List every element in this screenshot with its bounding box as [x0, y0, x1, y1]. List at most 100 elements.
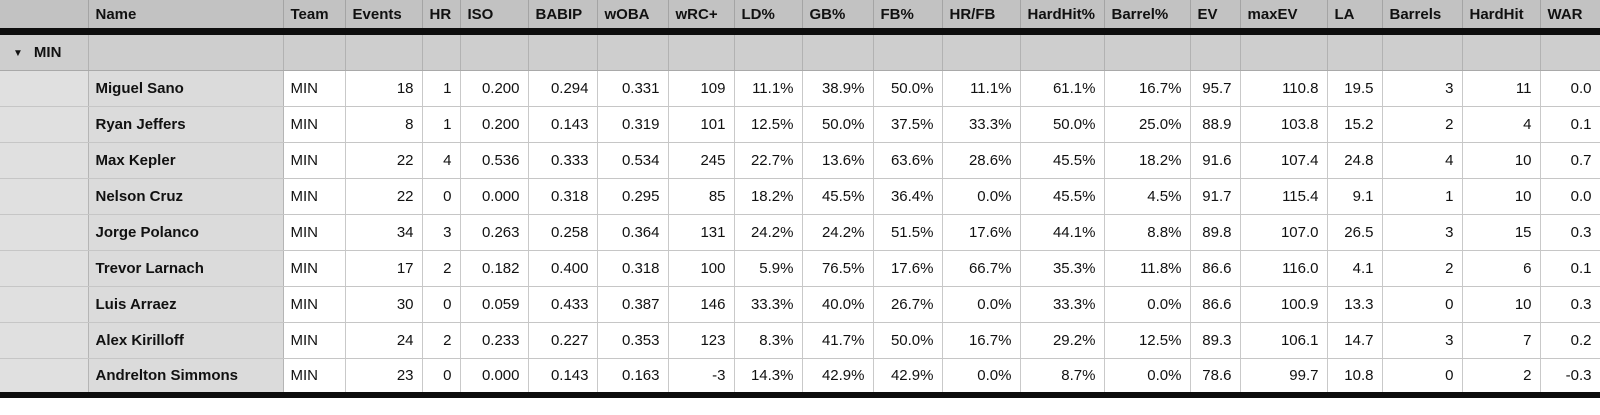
- stat-hrfb-cell: 17.6%: [942, 214, 1021, 251]
- column-header-events[interactable]: Events: [345, 0, 423, 32]
- stat-value: 0.0%: [977, 366, 1012, 384]
- player-name-cell[interactable]: Luis Arraez: [88, 286, 284, 323]
- column-header-ev[interactable]: EV: [1190, 0, 1241, 32]
- column-header-gbpct[interactable]: GB%: [802, 0, 874, 32]
- stat-fbpct-cell: 42.9%: [873, 358, 943, 395]
- stat-value: 4: [1445, 152, 1454, 169]
- column-header-ldpct[interactable]: LD%: [734, 0, 803, 32]
- stat-value: 10.8: [1344, 366, 1374, 384]
- stat-hrfb-cell: 28.6%: [942, 142, 1021, 179]
- stat-gbpct-cell: 38.9%: [802, 70, 874, 107]
- player-name-cell[interactable]: Trevor Larnach: [88, 250, 284, 287]
- stat-wrcplus-cell: 131: [668, 214, 735, 251]
- stat-war-cell: 0.0: [1540, 178, 1600, 215]
- row-handle-cell: [0, 358, 89, 395]
- header-row: Name Team Events HR ISO BABIP wOBA wRC+ LD% GB% FB…: [0, 0, 1600, 32]
- stat-maxev-cell: 107.4: [1240, 142, 1328, 179]
- stat-ev-cell: 86.6: [1190, 286, 1241, 323]
- stat-iso-cell: 0.200: [460, 106, 529, 143]
- column-header-hardhitpct[interactable]: HardHit%: [1020, 0, 1105, 32]
- stat-hardhitpct-cell: 45.5%: [1020, 178, 1105, 215]
- player-name-cell[interactable]: Nelson Cruz: [88, 178, 284, 215]
- stat-events-cell: 17: [345, 250, 423, 287]
- stat-value: 17.6%: [968, 224, 1012, 241]
- stat-barrelpct-cell: 18.2%: [1104, 142, 1191, 179]
- stat-value: 11.8%: [1140, 260, 1182, 277]
- stat-la-cell: 9.1: [1327, 178, 1383, 215]
- stat-value: MIN: [290, 188, 319, 205]
- column-header-babip[interactable]: BABIP: [528, 0, 598, 32]
- stat-wrcplus-cell: 146: [668, 286, 735, 323]
- stat-fbpct-cell: 50.0%: [873, 70, 943, 107]
- column-header-barrels[interactable]: Barrels: [1382, 0, 1463, 32]
- column-header-label: WAR: [1547, 5, 1583, 23]
- stat-value: 34: [396, 224, 414, 241]
- player-name-cell[interactable]: Miguel Sano: [88, 70, 284, 107]
- stat-value: 0.227: [550, 332, 589, 349]
- column-header-team[interactable]: Team: [283, 0, 346, 32]
- stat-value: 106.1: [1280, 332, 1319, 349]
- player-name-cell[interactable]: Alex Kirilloff: [88, 322, 284, 359]
- group-row-cell: [1540, 33, 1600, 71]
- column-header-label: GB%: [809, 5, 846, 23]
- player-name-cell[interactable]: Jorge Polanco: [88, 214, 284, 251]
- stat-la-cell: 24.8: [1327, 142, 1383, 179]
- stat-value: 0.3: [1570, 296, 1592, 313]
- player-stats-table: Name Team Events HR ISO BABIP wOBA wRC+ LD% GB% FB…: [0, 0, 1600, 398]
- stat-value: MIN: [290, 80, 319, 97]
- row-handle-cell: [0, 250, 89, 287]
- column-header-war[interactable]: WAR: [1540, 0, 1600, 32]
- stat-barrels-cell: 1: [1382, 178, 1463, 215]
- column-header-la[interactable]: LA: [1327, 0, 1383, 32]
- stat-value: 35.3%: [1052, 260, 1096, 277]
- column-header-maxev[interactable]: maxEV: [1240, 0, 1328, 32]
- stat-value: 24: [396, 332, 414, 349]
- stat-value: 131: [700, 224, 726, 241]
- stat-iso-cell: 0.000: [460, 358, 529, 395]
- player-name: Luis Arraez: [95, 296, 177, 313]
- stat-hardhit-cell: 10: [1462, 286, 1541, 323]
- stat-value: 0: [443, 188, 452, 205]
- stat-gbpct-cell: 45.5%: [802, 178, 874, 215]
- stat-iso-cell: 0.059: [460, 286, 529, 323]
- stat-hrfb-cell: 66.7%: [942, 250, 1021, 287]
- stat-value: 0.318: [621, 260, 660, 277]
- player-name-cell[interactable]: Andrelton Simmons: [88, 358, 284, 395]
- column-header-barrelpct[interactable]: Barrel%: [1104, 0, 1191, 32]
- collapse-triangle-icon[interactable]: ▼: [13, 48, 23, 59]
- stat-hardhit-cell: 2: [1462, 358, 1541, 395]
- stat-hardhit-cell: 15: [1462, 214, 1541, 251]
- header-separator: [0, 30, 1600, 35]
- stat-value: 11.1%: [970, 80, 1012, 97]
- stat-value: 0.433: [550, 296, 589, 313]
- stat-hr-cell: 0: [422, 358, 461, 395]
- stat-value: 63.6%: [890, 152, 934, 169]
- column-header-hardhit[interactable]: HardHit: [1462, 0, 1541, 32]
- column-header-woba[interactable]: wOBA: [597, 0, 669, 32]
- column-header-iso[interactable]: ISO: [460, 0, 529, 32]
- player-name-cell[interactable]: Ryan Jeffers: [88, 106, 284, 143]
- column-header-wrcplus[interactable]: wRC+: [668, 0, 735, 32]
- column-header-hr[interactable]: HR: [422, 0, 461, 32]
- column-header-fbpct[interactable]: FB%: [873, 0, 943, 32]
- player-name-cell[interactable]: Max Kepler: [88, 142, 284, 179]
- stat-barrels-cell: 2: [1382, 250, 1463, 287]
- stat-events-cell: 22: [345, 178, 423, 215]
- group-toggle[interactable]: ▼ MIN: [0, 33, 89, 71]
- stat-hr-cell: 0: [422, 178, 461, 215]
- stat-value: 38.9%: [821, 80, 865, 97]
- stat-maxev-cell: 100.9: [1240, 286, 1328, 323]
- group-row-min: ▼ MIN: [0, 33, 1600, 71]
- stat-value: 11.1%: [752, 80, 794, 97]
- stat-value: 0.000: [481, 188, 520, 205]
- stat-value: 44.1%: [1052, 224, 1096, 241]
- group-row-cell: [422, 33, 461, 71]
- stat-value: 123: [700, 332, 726, 349]
- stat-woba-cell: 0.295: [597, 178, 669, 215]
- stat-value: 11: [1515, 80, 1532, 97]
- stat-woba-cell: 0.387: [597, 286, 669, 323]
- stat-wrcplus-cell: 123: [668, 322, 735, 359]
- column-header-hrfb[interactable]: HR/FB: [942, 0, 1021, 32]
- column-header-name[interactable]: Name: [88, 0, 284, 32]
- stat-value: MIN: [290, 116, 319, 133]
